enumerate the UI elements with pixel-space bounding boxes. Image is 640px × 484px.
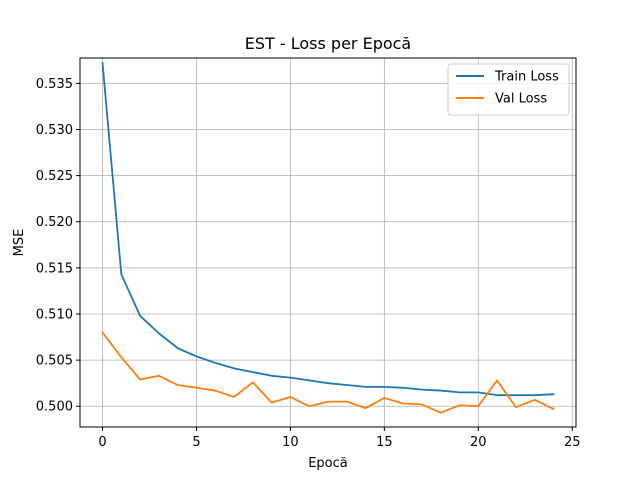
y-tick-label: 0.515 [36,261,73,276]
series-line-0 [101,62,555,397]
series-line-1 [101,331,555,414]
y-axis: 0.500 0.505 0.510 0.515 0.520 0.525 0.530 0.535 [36,77,80,415]
legend-label-val: Val Loss [495,92,547,107]
y-tick-label: 0.535 [36,77,73,92]
x-axis-label: Epocă [308,456,348,471]
y-tick-label: 0.520 [36,215,73,230]
y-tick-label: 0.525 [36,169,73,184]
x-tick-label: 5 [192,435,200,450]
plot-area-frame [79,57,577,428]
x-tick-label: 25 [564,435,581,450]
grid [80,58,576,427]
legend: Train Loss Val Loss [447,63,570,116]
x-tick-label: 20 [470,435,487,450]
y-tick-label: 0.505 [36,354,73,369]
y-tick-label: 0.530 [36,123,73,138]
x-axis: 0 5 10 15 20 25 [98,427,581,450]
y-tick-label: 0.500 [36,400,73,415]
x-tick-label: 15 [376,435,393,450]
y-axis-label: MSE [12,229,27,257]
y-tick-label: 0.510 [36,307,73,322]
x-tick-label: 0 [98,435,106,450]
chart-title: EST - Loss per Epocă [245,34,411,53]
legend-label-train: Train Loss [494,70,559,85]
x-tick-label: 10 [282,435,299,450]
plot-lines [101,62,555,414]
